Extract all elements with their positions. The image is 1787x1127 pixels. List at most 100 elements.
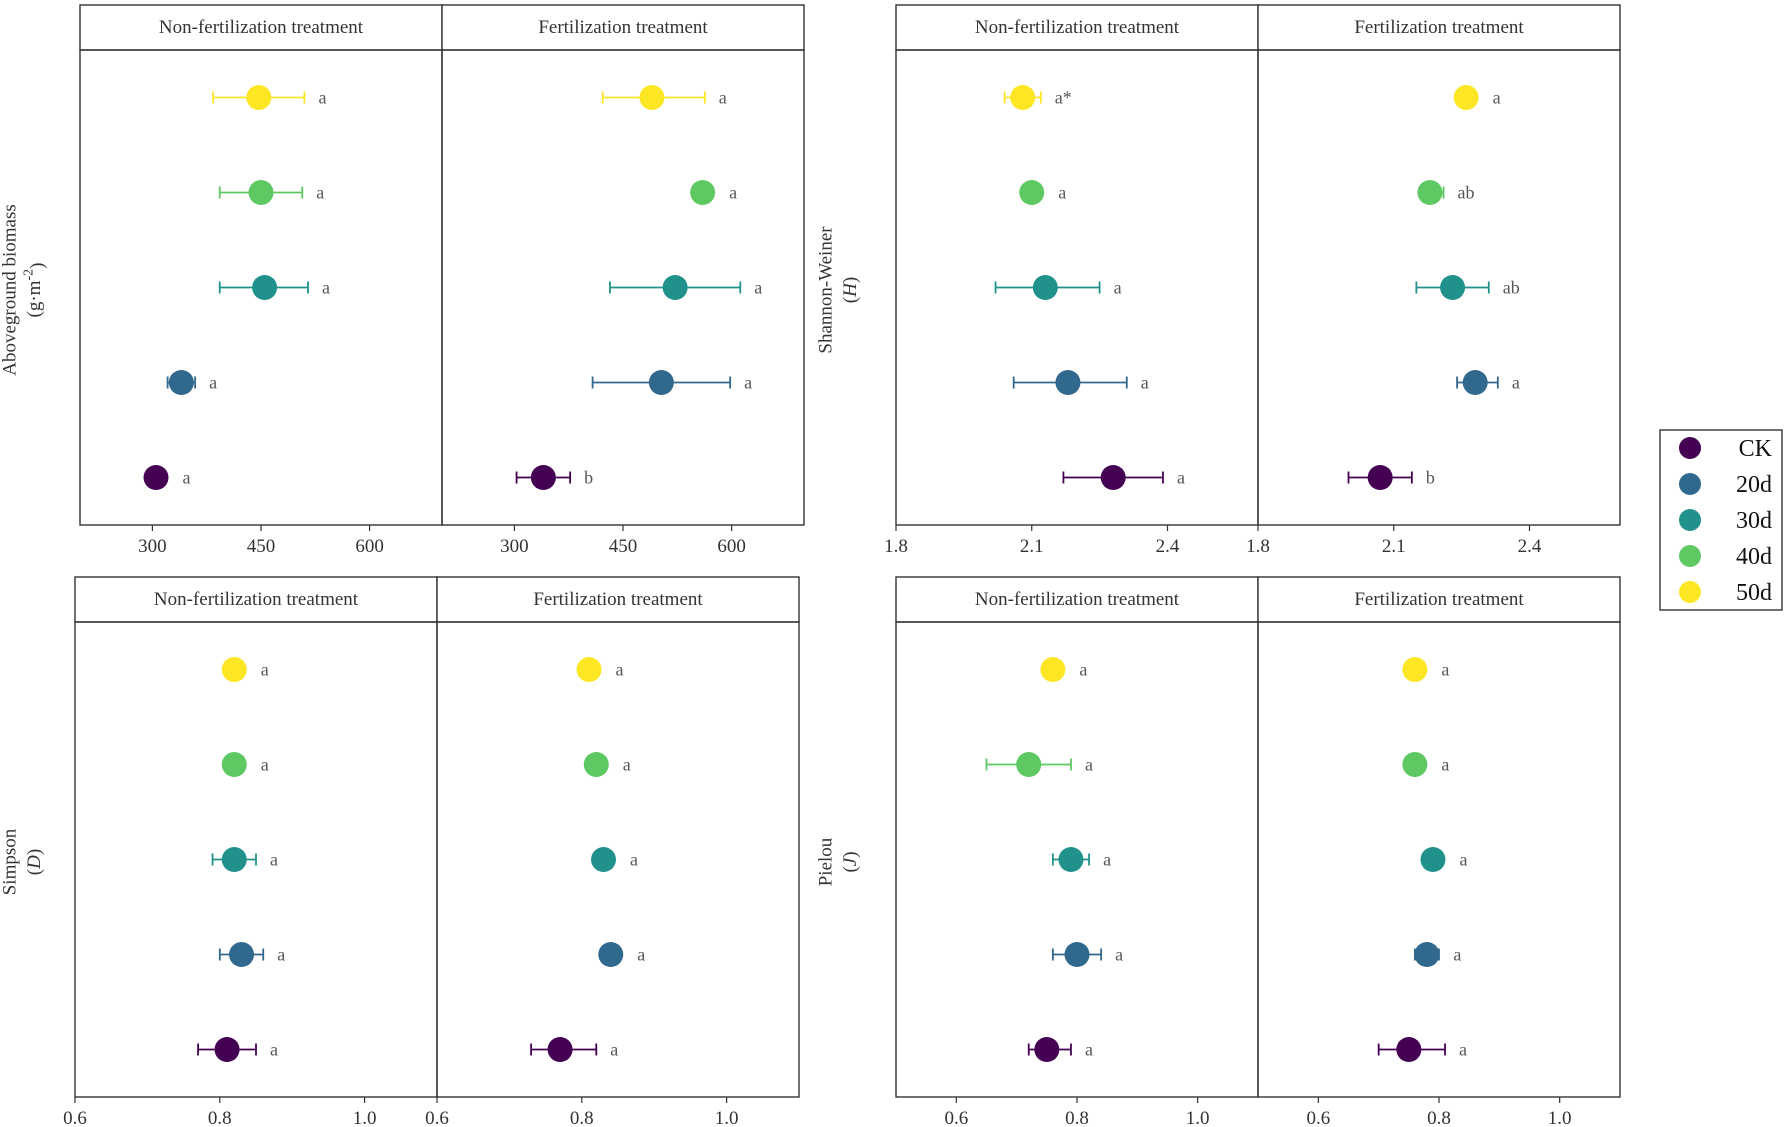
y-axis-label-line2-open: (	[840, 866, 861, 872]
point-group-50d: a	[576, 657, 624, 682]
x-tick-label: 2.4	[1156, 536, 1180, 557]
point-group-ck: b	[515, 465, 593, 490]
significance-letter: a	[1085, 1040, 1093, 1060]
data-point	[1016, 752, 1042, 777]
point-group-40d: a	[221, 752, 269, 777]
significance-letter: a*	[1055, 88, 1072, 108]
panel-strip	[895, 4, 1259, 51]
panel-frame	[1257, 49, 1621, 526]
data-point	[246, 85, 272, 110]
significance-letter: a	[270, 1040, 278, 1060]
legend-swatch	[1679, 437, 1701, 459]
legend-item-40d: 40d	[1679, 544, 1772, 570]
y-axis-label-line2-close: )	[840, 851, 861, 857]
point-group-30d: a	[609, 275, 762, 300]
legend-item-30d: 30d	[1679, 508, 1772, 534]
data-point	[1462, 370, 1488, 395]
data-point	[248, 180, 274, 205]
point-group-20d: a	[598, 942, 645, 967]
point-group-40d: a	[1402, 752, 1449, 777]
data-point	[576, 657, 602, 682]
legend-swatch	[1679, 473, 1701, 495]
significance-letter: a	[316, 183, 324, 203]
point-group-30d: a	[211, 847, 278, 872]
x-tick-label: 450	[247, 536, 276, 557]
significance-letter: a	[1115, 945, 1123, 965]
data-point	[168, 370, 194, 395]
significance-letter: a	[209, 373, 217, 393]
point-group-ck: a	[197, 1037, 278, 1062]
y-axis-label-symbol: H	[840, 282, 861, 298]
significance-letter: a	[1441, 660, 1449, 680]
point-group-20d: a	[1413, 942, 1461, 967]
data-point	[547, 1037, 573, 1062]
point-group-50d: a	[1040, 657, 1087, 682]
legend-swatch	[1679, 581, 1701, 603]
x-tick-label: 1.8	[884, 536, 908, 557]
point-group-20d: a	[166, 370, 217, 395]
significance-letter: a	[623, 755, 631, 775]
data-point	[229, 942, 255, 967]
panel-strip-label: Fertilization treatment	[1354, 589, 1524, 610]
data-point	[1034, 1037, 1060, 1062]
point-group-40d: a	[690, 180, 737, 205]
panel-non-fertilization: Non-fertilization treatment 0.6 0.8 1.0 a a a a…	[895, 576, 1259, 1127]
significance-letter: a	[637, 945, 645, 965]
x-tick-label: 0.6	[1306, 1108, 1330, 1127]
data-point	[221, 657, 247, 682]
data-point	[662, 275, 688, 300]
data-point	[639, 85, 665, 110]
significance-letter: a	[277, 945, 285, 965]
panel-fertilization: Fertilization treatment 0.6 0.8 1.0 a a a a a	[1257, 576, 1621, 1127]
x-tick-label: 1.0	[1548, 1108, 1572, 1127]
significance-letter: a	[1459, 1040, 1467, 1060]
point-group-30d: ab	[1415, 275, 1520, 300]
y-axis-label-line2-close: )	[840, 277, 861, 283]
y-axis-label: Shannon-Weiner (H)	[815, 226, 861, 354]
data-point	[1417, 180, 1443, 205]
panel-strip-label: Non-fertilization treatment	[154, 589, 359, 610]
data-point	[1402, 752, 1428, 777]
significance-letter: ab	[1458, 183, 1475, 203]
significance-letter: a	[744, 373, 752, 393]
point-group-ck: a	[1062, 465, 1185, 490]
data-point	[1064, 942, 1090, 967]
point-group-50d: a*	[1003, 85, 1072, 110]
data-point	[530, 465, 556, 490]
y-axis-label-superscript: -2	[21, 269, 36, 281]
data-point	[1010, 85, 1036, 110]
panel-frame	[436, 621, 800, 1098]
point-group-30d: a	[994, 275, 1122, 300]
x-tick-label: 0.6	[425, 1108, 449, 1127]
data-point	[1367, 465, 1393, 490]
point-group-40d: a	[583, 752, 631, 777]
legend-label: 50d	[1736, 580, 1772, 606]
panel-non-fertilization: Non-fertilization treatment 0.6 0.8 1.0 a a a a…	[63, 576, 438, 1127]
x-tick-label: 0.8	[1427, 1108, 1451, 1127]
point-group-20d: a	[218, 942, 285, 967]
panel-strip	[79, 4, 443, 51]
y-axis-label-line1: Shannon-Weiner	[815, 226, 836, 354]
y-axis-label-line2: (g·m	[24, 280, 45, 317]
panel-fertilization: Fertilization treatment 1.8 2.1 2.4 b a ab ab a	[1246, 4, 1621, 557]
significance-letter: a	[1114, 278, 1122, 298]
significance-letter: a	[183, 468, 191, 488]
point-group-40d: a	[218, 180, 324, 205]
panel-strip	[74, 576, 438, 623]
significance-letter: a	[616, 660, 624, 680]
x-tick-label: 0.6	[944, 1108, 968, 1127]
y-axis-label-line1: Aboveground biomass	[0, 204, 20, 376]
panel-non-fertilization: Non-fertilization treatment 1.8 2.1 2.4 a a a a…	[884, 4, 1259, 557]
y-axis-label-line1: Simpson	[0, 828, 20, 895]
point-group-30d: a	[591, 847, 638, 872]
data-point	[1058, 847, 1084, 872]
y-axis-label-line2-open: (	[24, 869, 45, 875]
data-point	[1055, 370, 1081, 395]
y-axis-label-symbol: D	[24, 855, 45, 870]
legend: CK 20d 30d 40d 50d	[1659, 429, 1783, 611]
y-axis-label-unit-close: )	[27, 263, 48, 269]
significance-letter: a	[1141, 373, 1149, 393]
y-axis-label: Pielou (J)	[815, 837, 861, 886]
legend-item-20d: 20d	[1679, 472, 1772, 498]
